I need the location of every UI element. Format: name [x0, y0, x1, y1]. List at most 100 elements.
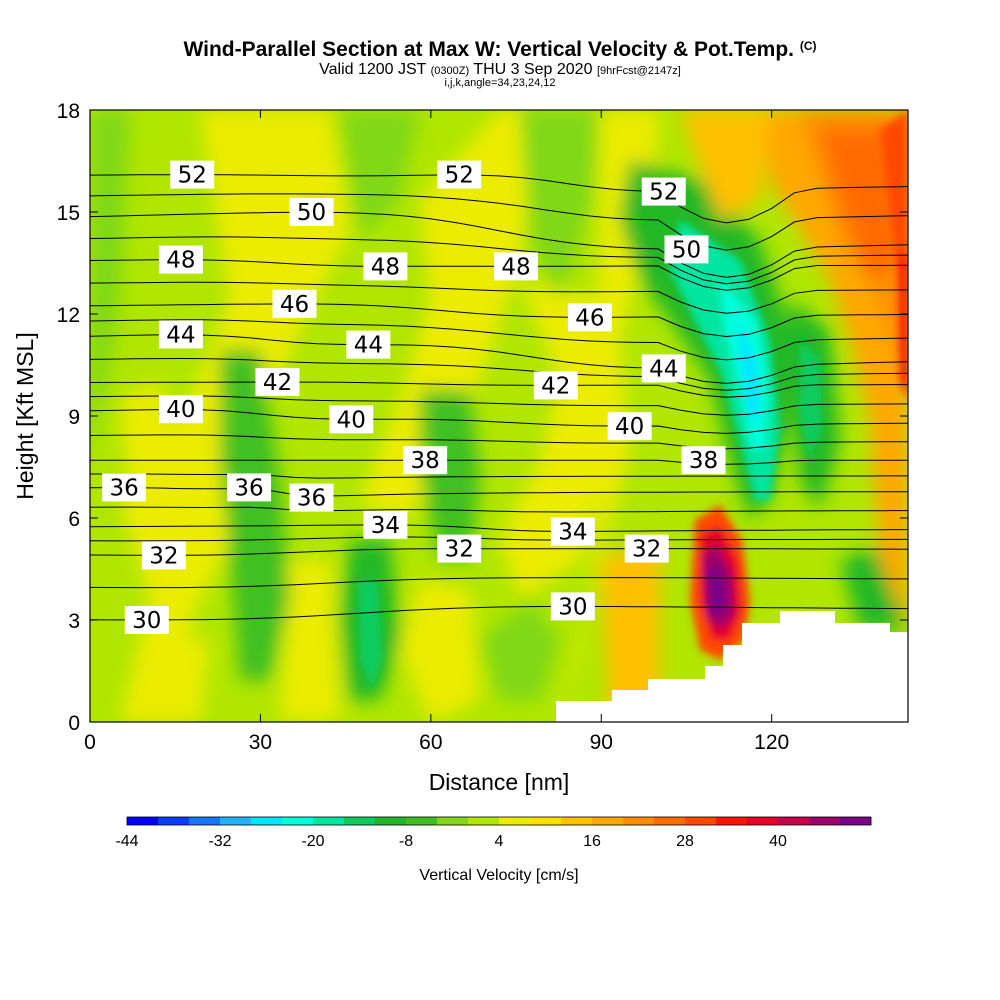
y-tick-label-1: 3	[68, 610, 80, 633]
isentrope-line-17	[90, 281, 908, 314]
isentrope-line-9	[90, 434, 908, 450]
contour-label-box-9	[567, 303, 612, 332]
contour-label-box-8	[272, 289, 317, 318]
contour-label-21: 36	[234, 475, 263, 501]
colorbar-tick-3: -8	[399, 833, 413, 850]
isentrope-line-5	[90, 506, 908, 513]
colorbar-tick-6: 28	[676, 833, 694, 850]
colorbar-swatch-10	[437, 817, 469, 825]
y-tick-label-0: 0	[68, 712, 80, 735]
colorbar-swatch-23	[840, 817, 872, 825]
contour-label-box-2	[641, 177, 686, 206]
colorbar-swatch-0	[127, 817, 159, 825]
contour-labels: 52 52 52 50 50 48 48 48 46 46 44 44 44 42 42 40 40 40 38 38…	[102, 160, 726, 634]
contour-label-box-3	[289, 198, 334, 226]
contour-label-box-29	[550, 592, 595, 621]
x-tick-label-3: 90	[590, 731, 613, 754]
colorbar-tick-5: 16	[583, 833, 601, 850]
potential-temperature-contours	[90, 174, 908, 621]
contour-label-box-26	[437, 534, 482, 563]
colorbar-swatch-9	[406, 817, 438, 825]
contour-label-box-19	[681, 446, 726, 475]
colorbar-swatch-6	[313, 817, 345, 825]
contour-label-28: 30	[132, 608, 161, 634]
contour-label-box-28	[124, 606, 169, 634]
colorbar-swatch-3	[220, 817, 252, 825]
contour-label-box-7	[494, 252, 539, 281]
isentrope-line-0	[90, 606, 908, 621]
contour-label-24: 34	[558, 520, 587, 546]
isentrope-line-12	[90, 381, 908, 398]
isentrope-line-14	[90, 334, 908, 384]
y-tick-label-2: 6	[68, 508, 80, 531]
colorbar-swatch-5	[282, 817, 314, 825]
contour-label-box-6	[363, 252, 408, 281]
contour-label-box-13	[255, 368, 300, 396]
contour-label-14: 42	[541, 373, 570, 399]
contour-label-20: 36	[109, 475, 138, 501]
x-tick-label-2: 60	[419, 731, 442, 754]
x-tick-label-1: 30	[249, 731, 272, 754]
colorbar-swatch-2	[189, 817, 221, 825]
colorbar-swatch-17	[654, 817, 686, 825]
colorbar-swatch-12	[499, 817, 531, 825]
contour-label-box-18	[403, 446, 448, 475]
colorbar-swatch-18	[685, 817, 717, 825]
colorbar-swatch-15	[592, 817, 624, 825]
colorbar-label: Vertical Velocity [cm/s]	[419, 867, 578, 884]
isentrope-line-10	[90, 408, 908, 434]
colorbar-tick-7: 40	[769, 833, 787, 850]
colorbar-swatch-11	[468, 817, 500, 825]
isentrope-line-13	[90, 357, 908, 391]
contour-label-box-5	[158, 245, 203, 274]
y-tick-label-4: 12	[57, 304, 80, 327]
isentrope-line-22	[90, 174, 908, 224]
contour-label-16: 40	[337, 407, 366, 433]
colorbar-swatch-20	[747, 817, 779, 825]
isentrope-line-16	[90, 303, 908, 338]
chart-subtitle: Valid 1200 JST (0300Z) THU 3 Sep 2020 [9…	[0, 61, 1000, 79]
contour-label-box-25	[141, 541, 186, 570]
contour-label-box-0	[170, 160, 215, 189]
contour-label-22: 36	[297, 486, 326, 512]
colorbar-swatch-19	[716, 817, 748, 825]
contour-label-box-1	[437, 160, 482, 189]
contour-label-18: 38	[411, 448, 440, 474]
contour-label-box-17	[607, 412, 652, 441]
contour-label-box-16	[329, 405, 374, 434]
isentrope-line-20	[90, 211, 908, 278]
contour-label-box-4	[664, 235, 709, 264]
isentrope-line-4	[90, 524, 908, 532]
contour-label-box-15	[158, 395, 203, 424]
isentrope-line-2	[90, 548, 908, 556]
contour-label-box-10	[158, 320, 203, 349]
contour-label-12: 44	[649, 356, 678, 382]
valid-date: THU 3 Sep 2020	[473, 61, 593, 78]
x-tick-label-4: 120	[754, 731, 789, 754]
contour-label-10: 44	[166, 322, 195, 348]
contour-label-27: 32	[632, 537, 661, 563]
contour-label-1: 52	[445, 163, 474, 189]
isentrope-line-8	[90, 459, 908, 465]
contour-label-box-24	[550, 517, 595, 546]
contour-label-25: 32	[149, 543, 178, 569]
chart-title: Wind-Parallel Section at Max W: Vertical…	[0, 38, 1000, 62]
colorbar-swatch-7	[344, 817, 376, 825]
isentrope-line-15	[90, 319, 908, 361]
valid-zulu: (0300Z)	[430, 65, 470, 77]
isentrope-line-7	[90, 473, 908, 479]
contour-label-0: 52	[178, 163, 207, 189]
contour-label-15: 40	[166, 397, 195, 423]
colorbar-swatch-14	[561, 817, 593, 825]
contour-label-6: 48	[371, 254, 400, 280]
colorbar-tick-1: -32	[208, 833, 231, 850]
colorbar: -44 -32 -20 -8 4 16 28 40	[115, 816, 872, 850]
contour-label-box-21	[227, 473, 272, 502]
contour-label-box-27	[624, 534, 669, 563]
contour-label-box-14	[533, 371, 578, 400]
colorbar-swatch-1	[158, 817, 190, 825]
forecast-info: [9hrFcst@2147z]	[596, 65, 681, 77]
contour-label-19: 38	[689, 448, 718, 474]
y-axis-label: Height [Kft MSL]	[12, 332, 38, 499]
